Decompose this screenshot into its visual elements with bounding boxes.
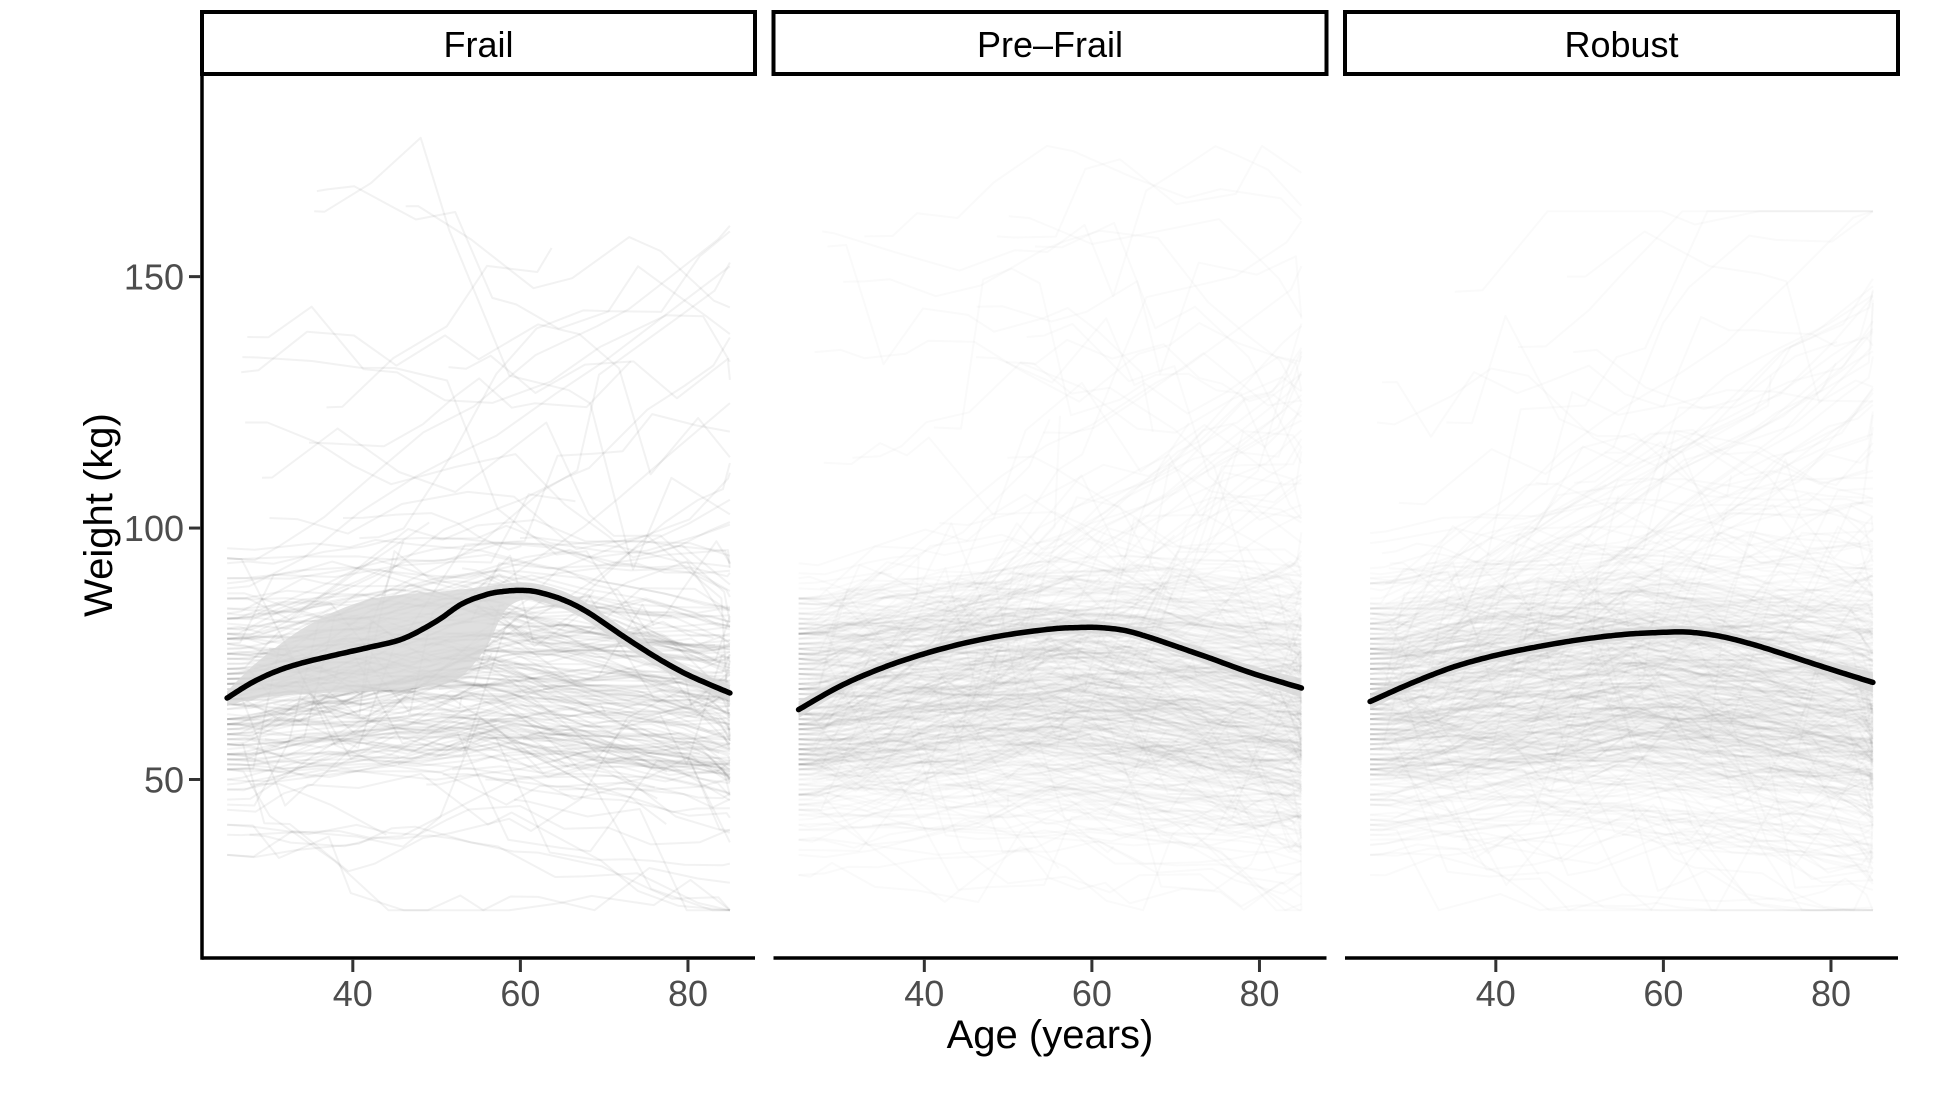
x-tick-label: 80 [1811, 973, 1851, 1014]
facet-strip-label: Pre–Frail [977, 24, 1123, 65]
facet-strip [1343, 10, 1900, 76]
axes-group: 150 100 50 [124, 75, 204, 960]
y-tick-label: 50 [144, 759, 184, 800]
facet-strip-label: Frail [444, 24, 514, 65]
panels-group: Frail 40 60 80 Pre–Frail 40 60 80 Robust 40 60 80 [200, 10, 1900, 1014]
x-tick-label: 60 [1072, 973, 1112, 1014]
x-tick-label: 80 [668, 973, 708, 1014]
trend-line [1367, 629, 1876, 705]
x-tick-label: 40 [333, 973, 373, 1014]
y-tick-label: 150 [124, 257, 184, 298]
x-axis-title: Age (years) [947, 1013, 1154, 1057]
confidence-ribbon [227, 582, 730, 707]
facet-strip [200, 10, 757, 76]
confidence-ribbon [1370, 625, 1873, 710]
facet-panel-robust: Robust 40 60 80 [1343, 10, 1900, 1014]
trend-line [795, 624, 1305, 713]
facet-strip [771, 10, 1329, 76]
facet-panel-pre-frail: Pre–Frail 40 60 80 [771, 10, 1329, 1014]
facet-panel-frail: Frail 40 60 80 [200, 10, 757, 1014]
y-axis-title: Weight (kg) [77, 413, 121, 617]
x-tick-label: 60 [500, 973, 540, 1014]
y-tick-label: 100 [124, 508, 184, 549]
trend-line [224, 587, 733, 701]
x-tick-label: 80 [1239, 973, 1279, 1014]
facet-strip-label: Robust [1564, 24, 1678, 65]
x-tick-label: 40 [1476, 973, 1516, 1014]
x-tick-label: 40 [904, 973, 944, 1014]
x-tick-label: 60 [1643, 973, 1683, 1014]
